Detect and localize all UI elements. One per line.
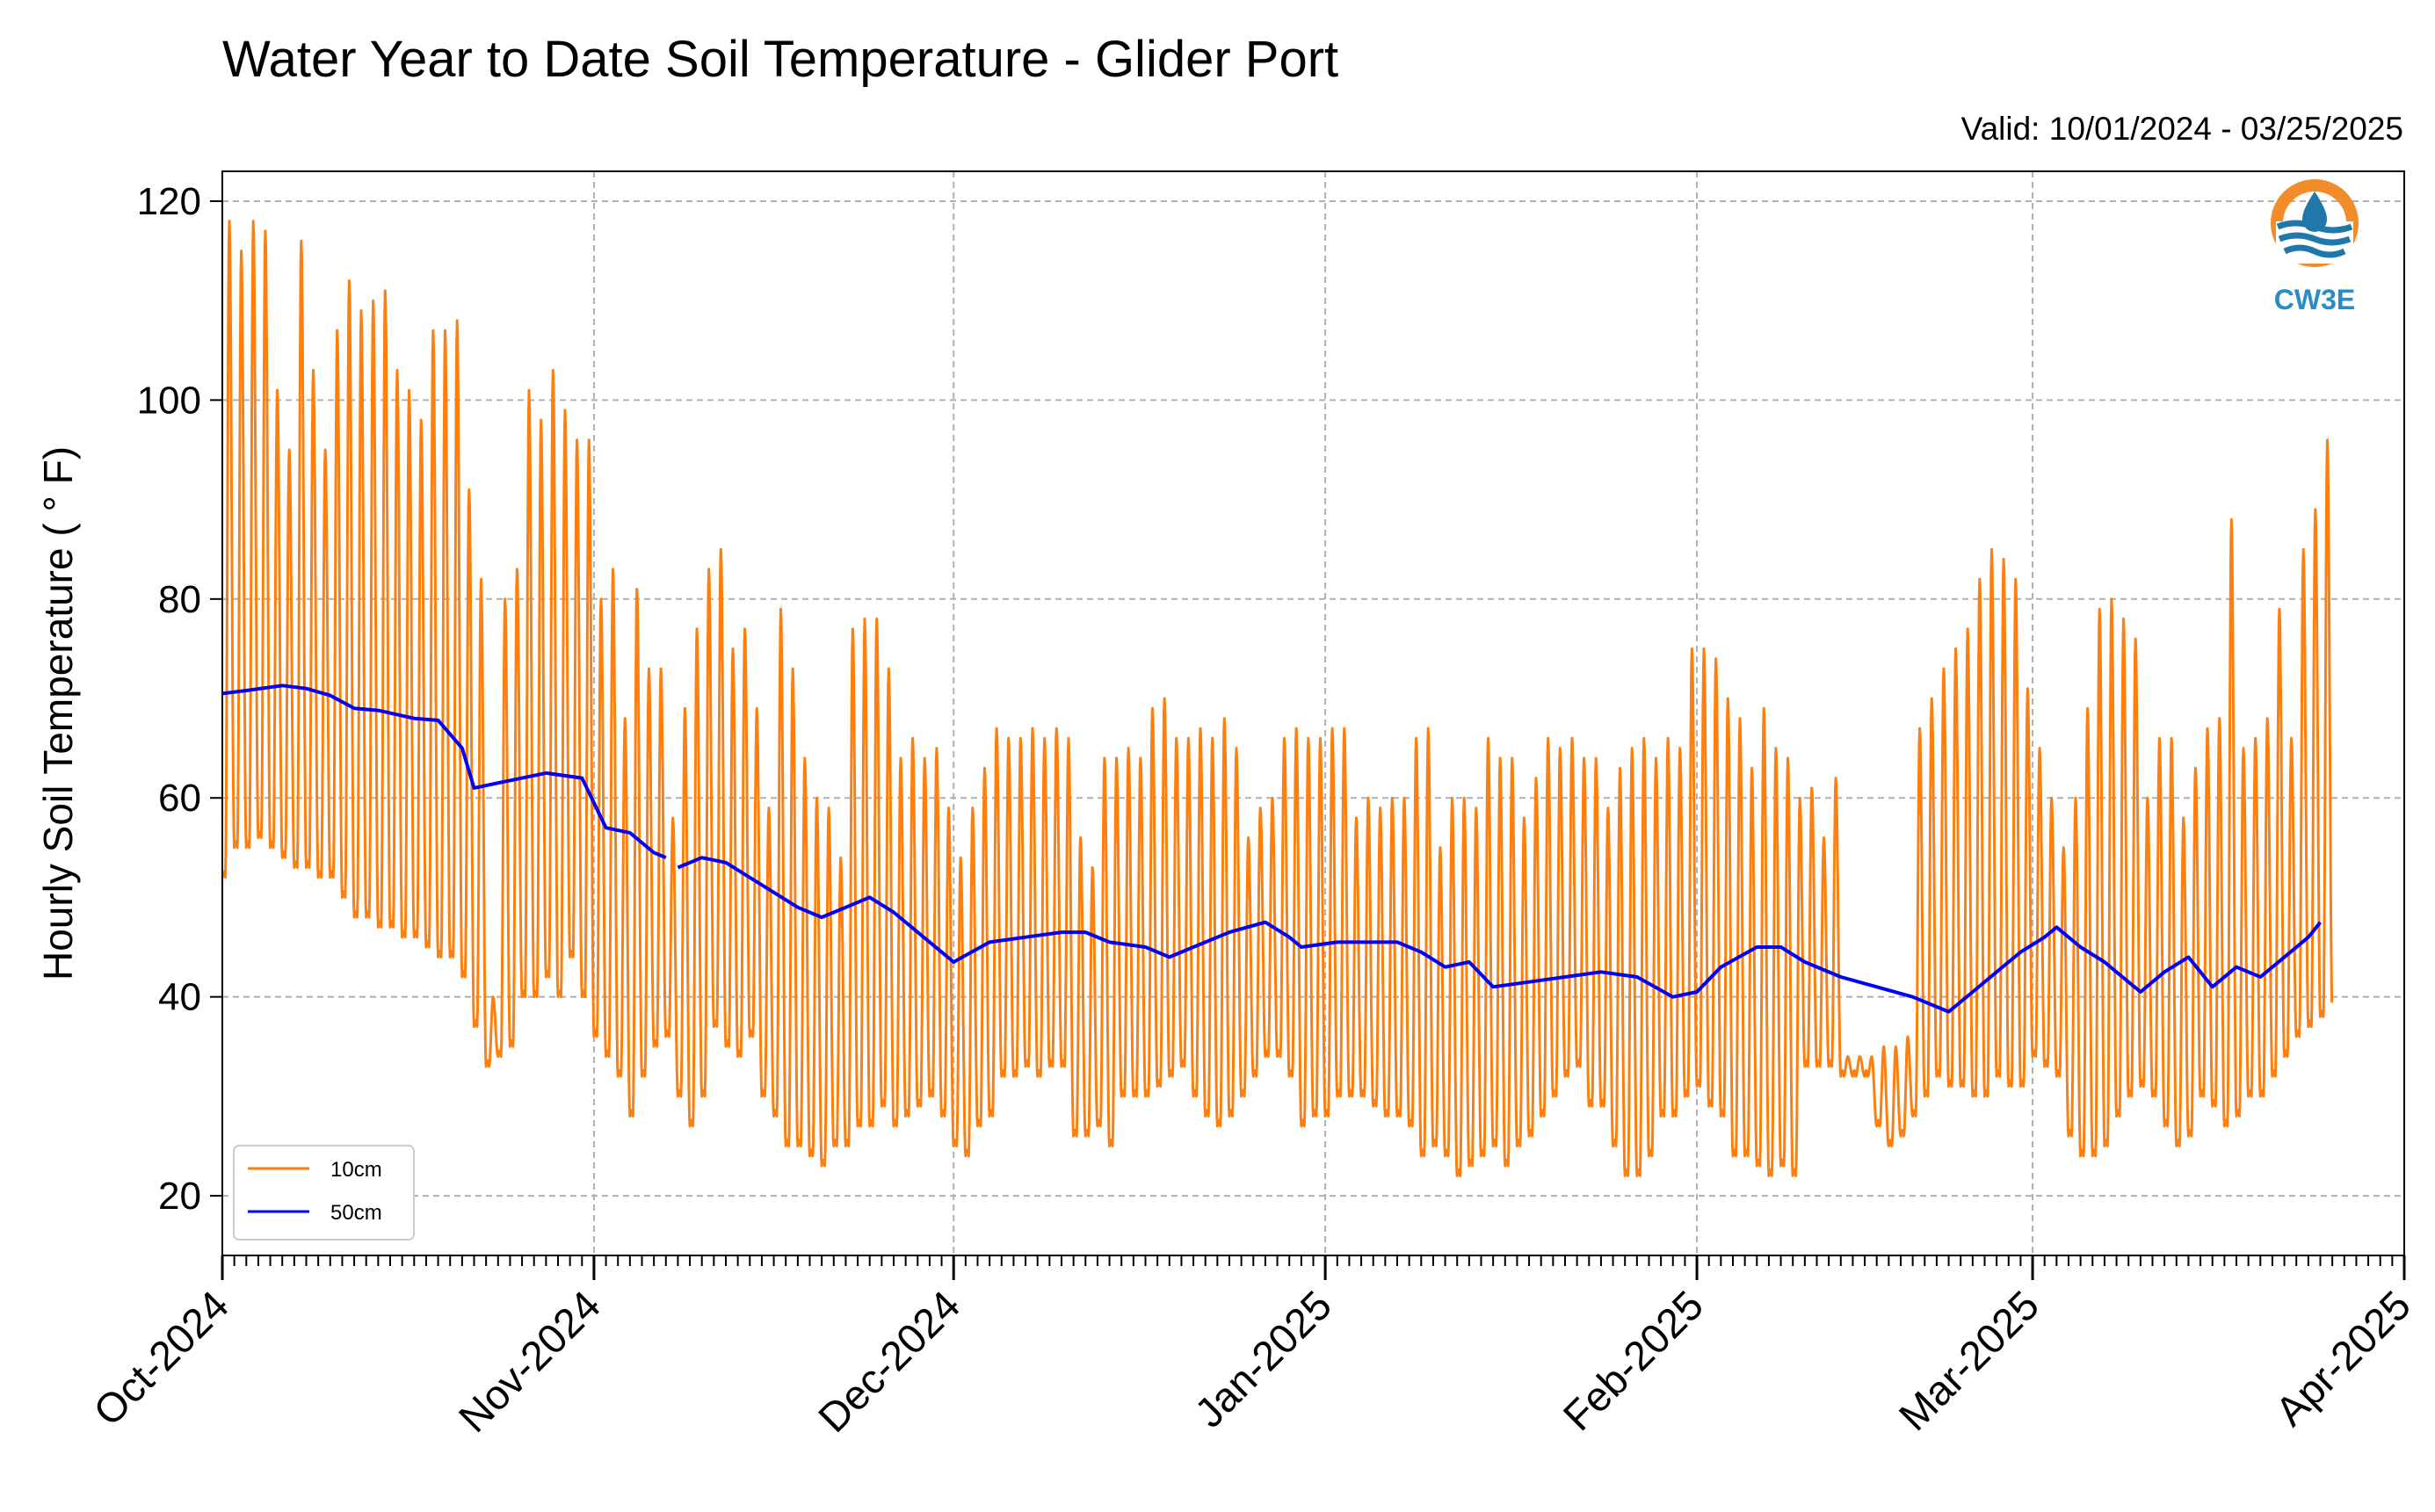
y-tick-label: 120	[137, 180, 201, 223]
logo-drop-icon	[2302, 192, 2327, 232]
grid-layer	[222, 171, 2404, 1255]
y-tick-label: 20	[158, 1175, 201, 1218]
x-tick-label: Apr-2025	[2266, 1282, 2419, 1435]
legend: 10cm 50cm	[233, 1145, 415, 1241]
x-tick-label: Feb-2025	[1554, 1282, 1712, 1440]
series-line-50cm	[221, 684, 2323, 1014]
valid-range-text: Valid: 10/01/2024 - 03/25/2025	[1960, 111, 2403, 147]
x-tick-label: Nov-2024	[449, 1282, 609, 1442]
legend-label-50cm: 50cm	[330, 1201, 382, 1225]
y-tick-label: 60	[158, 777, 201, 820]
y-axis-label: Hourly Soil Temperature ( ° F)	[35, 446, 81, 980]
y-tick-label: 40	[158, 976, 201, 1019]
x-tick-label: Dec-2024	[809, 1282, 969, 1442]
legend-box	[233, 1145, 415, 1241]
x-tick-label: Mar-2025	[1889, 1282, 2047, 1440]
logo-text: CW3E	[2274, 284, 2355, 315]
legend-label-10cm: 10cm	[330, 1158, 382, 1182]
x-tick-label: Jan-2025	[1185, 1282, 1340, 1436]
series-line-10cm	[221, 220, 2334, 1177]
chart-title: Water Year to Date Soil Temperature - Gl…	[222, 31, 1339, 88]
x-tick-label: Oct-2024	[84, 1282, 237, 1435]
cw3e-logo: CW3E	[2271, 179, 2359, 315]
y-tick-label: 80	[158, 578, 201, 621]
y-tick-label: 100	[137, 379, 201, 422]
series-layer	[221, 220, 2334, 1177]
